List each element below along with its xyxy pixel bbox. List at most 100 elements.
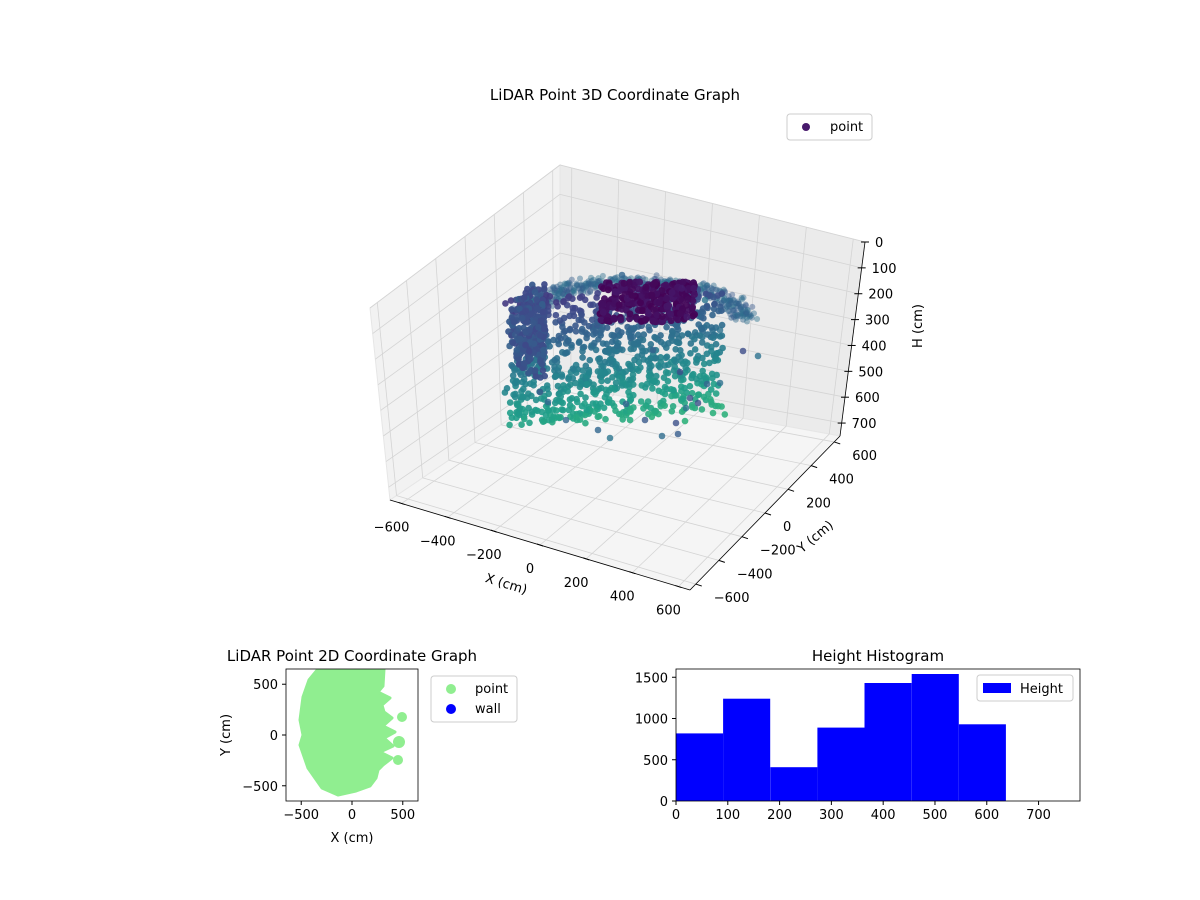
cloud-point (737, 304, 744, 311)
grid-line-x (828, 238, 854, 435)
cloud-point (558, 373, 566, 380)
cloud-point (636, 299, 644, 307)
cloud-point (526, 419, 533, 427)
cloud-point (643, 380, 651, 388)
cloud-point (582, 280, 589, 287)
cloud-point (700, 314, 707, 322)
grid-line-z (377, 252, 561, 386)
cloud-point (520, 393, 527, 401)
cloud-point (577, 282, 584, 289)
cloud-point (525, 348, 533, 355)
cloud-point (550, 336, 557, 344)
cloud-point (658, 287, 666, 294)
cloud-point (639, 336, 647, 344)
cloud-point (711, 300, 718, 308)
cloud-point (590, 276, 597, 283)
cloud-point (628, 285, 636, 293)
histogram-bar (676, 733, 724, 801)
cloud-point (646, 364, 653, 372)
cloud-point (536, 332, 544, 339)
histogram-bar (911, 674, 959, 801)
cloud-point (735, 300, 742, 307)
y-tick-label-2d: 0 (270, 729, 278, 744)
cloud-point (569, 375, 577, 382)
cloud-point (649, 317, 657, 325)
cloud-point (556, 290, 563, 297)
cloud-point (642, 316, 650, 324)
cloud-point (626, 310, 634, 318)
y-tick-label-hist: 0 (660, 795, 668, 810)
cloud-point (712, 390, 720, 397)
cloud-point (567, 284, 574, 291)
cloud-point (612, 347, 619, 355)
cloud-point (712, 286, 719, 293)
grid-line-y (435, 258, 450, 461)
cloud-point (604, 286, 612, 294)
cloud-point (622, 368, 629, 375)
cloud-point (657, 332, 664, 339)
cloud-point (642, 276, 649, 283)
cloud-point (568, 276, 575, 283)
cloud-point (585, 289, 591, 296)
cloud-point (733, 309, 740, 316)
cloud-point (541, 372, 548, 380)
cloud-point (690, 370, 697, 378)
z-tick-label: 0 (875, 236, 883, 251)
cloud-point (681, 384, 688, 392)
z-tick-label: 600 (855, 391, 880, 406)
cloud-point (751, 310, 757, 317)
cloud-point (588, 277, 595, 284)
cloud-point (738, 294, 745, 301)
cloud-point (610, 315, 618, 323)
cloud-point (508, 362, 515, 369)
cloud-point (693, 375, 700, 383)
cloud-point (608, 384, 615, 392)
cloud-point (734, 300, 741, 307)
cloud-point (538, 300, 546, 308)
histogram-bar (817, 727, 865, 801)
cloud-point (578, 325, 586, 333)
cloud-point (597, 368, 604, 376)
cloud-point (513, 346, 521, 354)
histogram-legend: Height (976, 674, 1074, 702)
cloud-point (558, 286, 565, 293)
cloud-point (732, 300, 739, 307)
cloud-point (732, 313, 739, 319)
cloud-point (537, 317, 545, 324)
cloud-point (594, 279, 601, 286)
cloud-point (585, 322, 593, 330)
legend-marker-point-2d (446, 684, 456, 694)
cloud-point (689, 403, 696, 411)
cloud-point (518, 421, 525, 429)
cloud-point (716, 326, 724, 334)
cloud-point (580, 285, 586, 292)
cloud-point (627, 396, 635, 403)
cloud-point (550, 284, 557, 291)
grid-line-y (406, 280, 424, 478)
cloud-point (516, 405, 524, 412)
cloud-point (641, 416, 649, 424)
cloud-point (704, 331, 711, 338)
cloud-point (646, 326, 653, 334)
cloud-point (592, 390, 599, 398)
cloud-point (508, 306, 515, 313)
cloud-point (743, 308, 750, 315)
cloud-point (539, 308, 547, 316)
cloud-point (510, 318, 518, 326)
z-tick-label: 200 (868, 288, 893, 303)
point-cluster (393, 755, 403, 765)
cloud-point (574, 281, 581, 288)
x-tick-label-hist: 500 (923, 808, 948, 823)
cloud-point (742, 306, 749, 313)
cloud-point (616, 374, 623, 382)
cloud-point (665, 302, 673, 309)
chart-2d-ticks: −500 0 500 −500 0 500 (242, 678, 415, 823)
cloud-point (613, 288, 621, 296)
cloud-point (668, 289, 676, 296)
chart-histogram: Height Histogram 0 100 200 300 400 500 600 7000… (635, 647, 1081, 823)
histogram-bar (770, 767, 818, 801)
cloud-point (520, 294, 528, 301)
cloud-point (569, 289, 576, 295)
x-tick-label: −400 (420, 534, 456, 549)
cloud-point (640, 405, 647, 412)
